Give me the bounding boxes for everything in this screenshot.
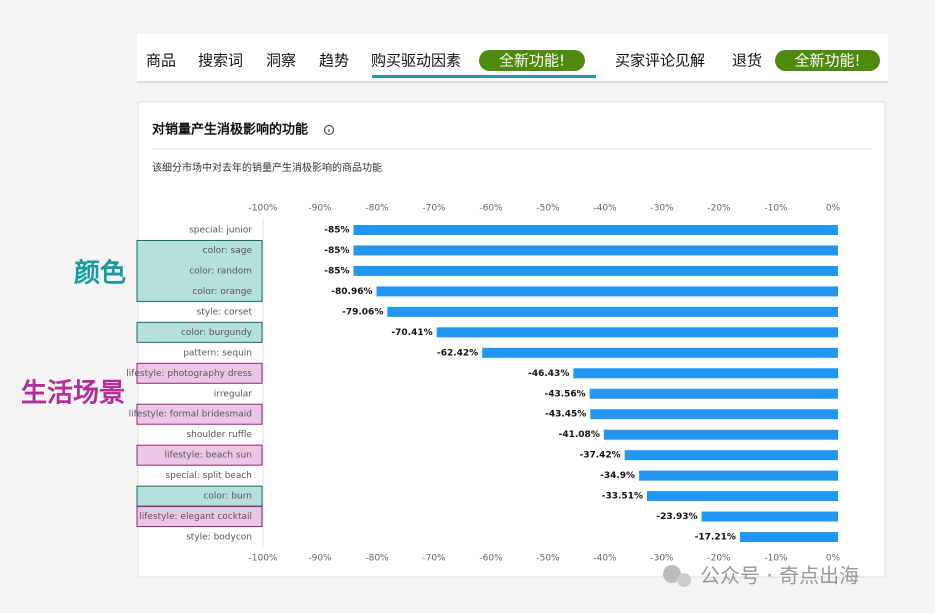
- y-tick-label: style: corset: [197, 307, 253, 317]
- value-label: -41.08%: [559, 430, 600, 440]
- x-tick-label: -10%: [764, 204, 788, 214]
- y-tick-label: lifestyle: beach sun: [164, 451, 252, 461]
- y-tick-label: color: orange: [192, 287, 252, 297]
- x-tick-label: -70%: [422, 204, 446, 214]
- x-tick-label: 0%: [826, 554, 841, 564]
- tab[interactable]: 购买驱动因素: [371, 52, 461, 70]
- value-label: -85%: [324, 266, 349, 276]
- y-tick-label: shoulder ruffle: [186, 430, 252, 440]
- value-label: -85%: [324, 226, 349, 236]
- wechat-icon: [663, 565, 681, 583]
- highlight-box: [136, 506, 263, 528]
- x-tick-label: -90%: [308, 204, 332, 214]
- x-tick-label: -40%: [593, 204, 617, 214]
- value-label: -85%: [324, 246, 349, 256]
- value-label: -70.41%: [391, 328, 432, 338]
- value-label: -37.42%: [579, 451, 620, 461]
- panel-title: 对销量产生消极影响的功能: [152, 122, 308, 138]
- info-icon[interactable]: [324, 125, 334, 135]
- bar: [353, 245, 838, 256]
- bar: [353, 265, 838, 276]
- x-tick-label: -10%: [764, 554, 788, 564]
- value-label: -34.9%: [600, 471, 635, 481]
- x-tick-label: -40%: [593, 554, 617, 564]
- badge-text: 全新功能!: [794, 52, 860, 70]
- tab[interactable]: 趋势: [319, 52, 349, 70]
- annotation: 颜色: [74, 258, 126, 289]
- value-label: -23.93%: [656, 512, 697, 522]
- highlight-box: [136, 362, 263, 384]
- x-tick-label: -20%: [707, 204, 731, 214]
- bar: [482, 347, 838, 358]
- y-tick-label: special: junior: [189, 226, 252, 236]
- bar: [589, 388, 838, 399]
- x-tick-label: -50%: [536, 554, 560, 564]
- value-label: -43.45%: [545, 410, 586, 420]
- tab[interactable]: 商品: [146, 52, 176, 70]
- bar: [739, 532, 838, 543]
- highlight-box: [136, 403, 263, 425]
- badge: [775, 50, 880, 71]
- active-tab-underline: [372, 75, 596, 78]
- value-label: -43.56%: [544, 389, 585, 399]
- value-label: -17.21%: [695, 533, 736, 543]
- panel-subtitle: 该细分市场中对去年的销量产生消极影响的商品功能: [152, 161, 382, 174]
- bar: [603, 429, 838, 440]
- x-tick-label: -100%: [249, 554, 278, 564]
- bar: [436, 327, 838, 338]
- y-tick-label: lifestyle: formal bridesmaid: [129, 410, 252, 420]
- y-tick-label: lifestyle: elegant cocktail: [139, 512, 252, 522]
- x-tick-label: -20%: [707, 554, 731, 564]
- x-tick-label: -60%: [479, 204, 503, 214]
- value-label: -62.42%: [437, 348, 478, 358]
- highlight-box: [136, 321, 263, 343]
- bar: [353, 225, 838, 235]
- bar: [624, 450, 838, 461]
- watermark: 公众号 · 奇点出海: [700, 564, 859, 588]
- annotation: 生活场景: [21, 379, 125, 409]
- value-label: -33.51%: [602, 492, 643, 502]
- y-tick-label: pattern: sequin: [183, 348, 252, 358]
- highlight-box: [136, 239, 263, 302]
- x-tick-label: -30%: [650, 204, 674, 214]
- bar: [639, 470, 838, 481]
- y-tick-label: color: random: [189, 266, 252, 276]
- highlight-box: [136, 444, 263, 466]
- bar: [376, 286, 838, 297]
- x-tick-label: 0%: [826, 204, 841, 214]
- y-tick-label: lifestyle: photography dress: [126, 369, 252, 379]
- y-tick-label: color: burn: [203, 492, 252, 502]
- bar: [701, 511, 838, 522]
- tab[interactable]: 搜索词: [198, 52, 243, 70]
- badge: [479, 50, 585, 71]
- x-tick-label: -60%: [479, 554, 503, 564]
- x-tick-label: -90%: [308, 554, 332, 564]
- y-tick-label: special: split beach: [165, 471, 252, 481]
- y-tick-label: style: bodycon: [186, 533, 252, 543]
- wechat-icon: [677, 573, 691, 587]
- tab[interactable]: 退货: [732, 52, 762, 70]
- x-tick-label: -70%: [422, 554, 446, 564]
- tab[interactable]: 买家评论见解: [615, 52, 705, 70]
- value-label: -46.43%: [528, 369, 569, 379]
- y-tick-label: color: burgundy: [181, 328, 253, 338]
- bar: [387, 306, 838, 317]
- y-tick-label: color: sage: [203, 246, 253, 256]
- value-label: -79.06%: [342, 307, 383, 317]
- bar: [590, 409, 838, 420]
- bar: [646, 491, 838, 502]
- x-tick-label: -100%: [249, 204, 278, 214]
- value-label: -80.96%: [331, 287, 372, 297]
- x-tick-label: -30%: [650, 554, 674, 564]
- badge-text: 全新功能!: [499, 52, 565, 70]
- tab[interactable]: 洞察: [266, 52, 296, 70]
- y-tick-label: irregular: [214, 389, 253, 399]
- x-tick-label: -80%: [365, 204, 389, 214]
- x-tick-label: -50%: [536, 204, 560, 214]
- x-tick-label: -80%: [365, 554, 389, 564]
- bar: [573, 368, 838, 379]
